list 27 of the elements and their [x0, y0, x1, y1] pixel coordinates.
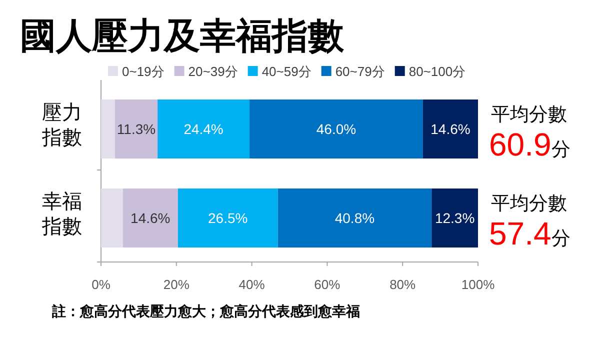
- legend-label: 40~59分: [262, 64, 312, 79]
- legend-label: 20~39分: [188, 64, 238, 79]
- x-tick-label: 40%: [238, 277, 266, 292]
- chart-title: 國人壓力及幸福指數: [20, 15, 345, 56]
- legend-label: 0~19分: [122, 64, 164, 79]
- y-tick-label: 幸福指數: [41, 191, 82, 238]
- data-label: 11.3%: [116, 121, 156, 137]
- data-label: 40.8%: [334, 210, 375, 226]
- x-tick-label: 80%: [390, 277, 416, 292]
- x-tick-label: 0%: [92, 277, 111, 292]
- text: 60.9分: [489, 126, 570, 162]
- data-label: 24.4%: [184, 121, 224, 137]
- x-tick-label: 20%: [163, 277, 190, 292]
- x-tick-label: 60%: [314, 277, 341, 292]
- text: 57.4分: [489, 216, 570, 252]
- data-label: 46.0%: [316, 121, 356, 137]
- data-label: 14.6%: [430, 121, 470, 137]
- x-tick-label: 100%: [461, 277, 496, 292]
- legend-label: 80~100分: [408, 64, 466, 79]
- text: 平均分數: [491, 194, 567, 214]
- data-label: 12.3%: [434, 210, 475, 226]
- text: 註：愈高分代表壓力愈大；愈高分代表感到愈幸福: [51, 303, 360, 319]
- data-label: 26.5%: [208, 210, 248, 226]
- text: 平均分數: [491, 104, 567, 126]
- y-tick-label: 壓力指數: [41, 102, 82, 149]
- data-label: 14.6%: [130, 210, 170, 226]
- legend-label: 60~79分: [335, 64, 385, 79]
